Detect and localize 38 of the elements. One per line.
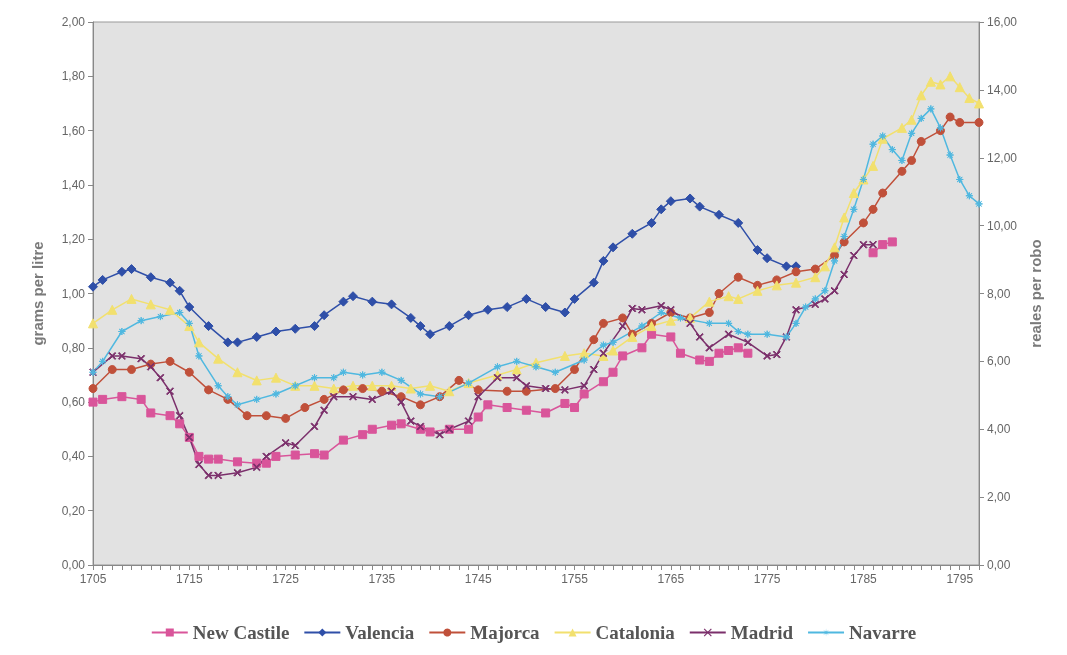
y2-tick-label: 14,00 [987,82,1018,97]
x-tick-label: 1775 [753,572,781,586]
y-tick-label: 0,00 [61,558,86,572]
x-tick-label: 1735 [368,572,396,586]
y2-tick-label: 12,00 [987,150,1018,165]
y-tick-label: 1,20 [61,232,86,247]
y2-tick-label: 4,00 [987,422,1011,437]
legend-label: New Castile [192,622,290,643]
y2-tick-label: 10,00 [987,218,1018,233]
y-tick-label: 0,40 [61,449,86,464]
y2-axis-title: reales per robo [1026,239,1044,348]
x-tick-label: 1795 [946,572,974,586]
legend-label: Catalonia [595,622,676,643]
x-tick-label: 1765 [657,572,685,586]
y-axis-title: grams per litre [29,241,46,346]
y2-tick-label: 8,00 [987,286,1011,301]
y-tick-label: 1,40 [61,177,86,192]
legend-label: Navarre [849,622,917,643]
x-tick-label: 1725 [272,572,300,586]
y2-tick-label: 2,00 [987,490,1011,505]
y-tick-label: 2,00 [61,15,86,29]
y-tick-label: 0,20 [61,503,86,518]
y-tick-label: 1,80 [61,69,86,84]
legend-label: Madrid [730,622,794,643]
x-tick-label: 1785 [850,572,878,586]
y-tick-label: 1,00 [61,286,86,301]
y-tick-label: 0,60 [61,395,86,410]
x-tick-label: 1755 [561,572,589,586]
x-tick-label: 1745 [464,572,492,586]
y2-tick-label: 0,00 [987,558,1011,572]
y-tick-label: 1,60 [61,123,86,138]
x-tick-label: 1715 [175,572,203,586]
y2-tick-label: 6,00 [987,354,1011,369]
legend-label: Valencia [345,622,415,643]
x-tick-label: 1705 [79,572,107,586]
legend-label: Majorca [470,622,541,643]
y-tick-label: 0,80 [61,340,86,355]
y2-tick-label: 16,00 [987,15,1018,29]
